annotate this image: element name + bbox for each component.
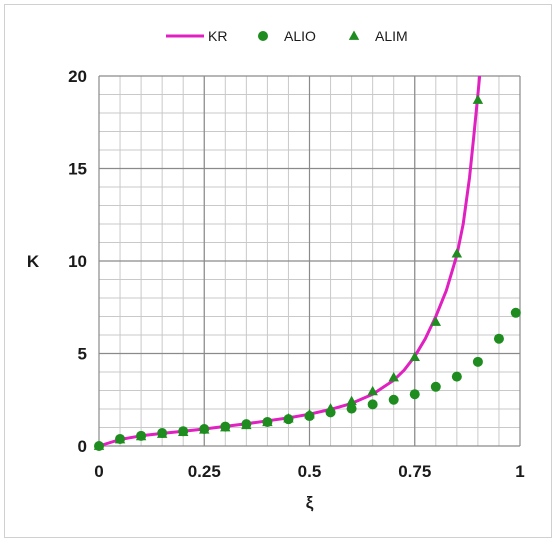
data-point-alio [473,357,483,367]
y-tick-label: 20 [68,67,87,86]
y-tick-label: 10 [68,252,87,271]
data-point-alio [431,382,441,392]
data-point-alio [494,334,504,344]
data-point-alio [389,395,399,405]
legend-label-kr: KR [208,28,227,44]
data-point-alim [452,248,462,257]
x-tick-label: 0.25 [188,462,221,481]
legend-label-alim: ALIM [375,28,408,44]
data-point-alio [452,372,462,382]
data-point-alio [410,389,420,399]
series-line-kr [99,48,482,446]
data-point-alio [511,308,521,318]
data-point-alio [347,404,357,414]
x-tick-label: 0.5 [298,462,322,481]
legend-label-alio: ALIO [284,28,316,44]
y-axis-label: K [27,252,40,271]
legend-marker-alim [349,31,359,40]
data-point-alim [473,95,483,104]
y-tick-label: 5 [78,345,87,364]
legend: KR ALIO ALIM [166,28,408,44]
x-tick-label: 0.75 [398,462,431,481]
data-point-alio [368,399,378,409]
legend-marker-alio [258,31,268,41]
x-tick-label: 0 [94,462,103,481]
y-tick-label: 0 [78,437,87,456]
y-tick-label: 15 [68,160,87,179]
x-tick-label: 1 [515,462,524,481]
x-axis-label: ξ [306,493,314,512]
